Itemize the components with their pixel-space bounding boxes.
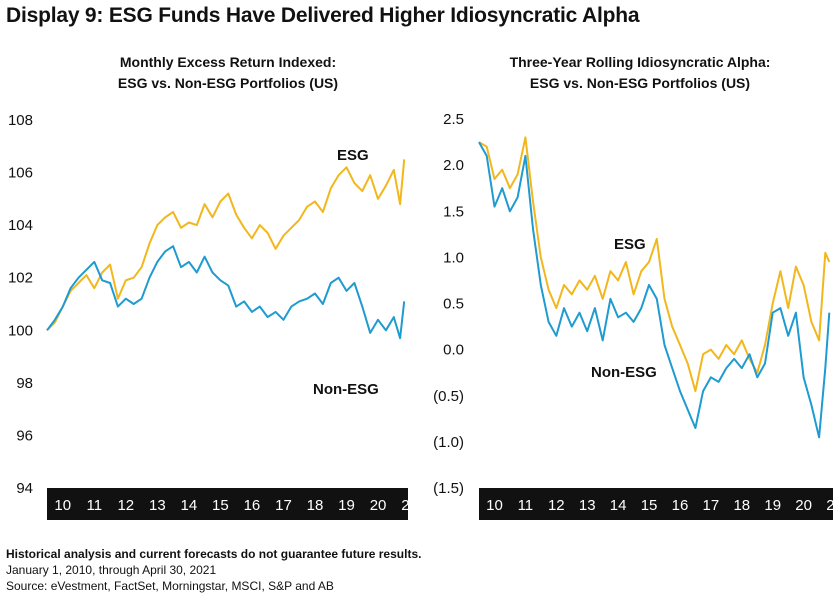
right-x-tick-label: 11 (518, 497, 534, 514)
left-x-tick-label: 16 (244, 497, 261, 514)
right-x-tick-label: 17 (703, 497, 720, 514)
right-x-tick-label: 12 (548, 497, 565, 514)
left-y-tick-label: 104 (8, 217, 33, 234)
left-chart-title-line2: ESG vs. Non-ESG Portfolios (US) (117, 75, 339, 91)
left-x-tick-label: 11 (87, 497, 103, 514)
left-x-tick-label: 14 (181, 497, 198, 514)
left-y-tick-label: 102 (8, 270, 33, 287)
right-x-tick-label: 10 (486, 497, 503, 514)
right-y-tick-label: 2.0 (443, 157, 464, 174)
left-x-tick-label: 21 (401, 497, 418, 514)
left-y-tick-label: 108 (8, 112, 33, 129)
right-y-tick-label: 1.0 (443, 249, 464, 266)
left-y-tick-label: 100 (8, 322, 33, 339)
right-chart-title-line1: Three-Year Rolling Idiosyncratic Alpha: (509, 54, 771, 70)
right-chart-title: Three-Year Rolling Idiosyncratic Alpha: … (452, 52, 828, 94)
left-chart-title: Monthly Excess Return Indexed: ESG vs. N… (40, 52, 416, 94)
right-x-tick-label: 21 (826, 497, 840, 514)
left-x-tick-label: 19 (338, 497, 355, 514)
left-x-tick-label: 17 (275, 497, 292, 514)
right-y-tick-label: (1.5) (433, 480, 464, 497)
right-x-tick-label: 19 (764, 497, 781, 514)
right-x-tick-label: 15 (641, 497, 658, 514)
left-series-line-esg (46, 159, 406, 332)
right-x-tick-label: 16 (672, 497, 689, 514)
left-series-label: ESG (337, 147, 369, 164)
right-y-tick-label: (0.5) (433, 388, 464, 405)
left-y-tick-label: 98 (16, 375, 33, 392)
left-x-tick-label: 10 (54, 497, 71, 514)
left-x-tick-label: 13 (149, 497, 166, 514)
left-y-tick-label: 94 (16, 480, 33, 497)
left-series-label: Non-ESG (313, 381, 379, 398)
left-x-tick-label: 20 (370, 497, 387, 514)
right-series-line-esg (478, 136, 831, 393)
left-x-axis-band (47, 488, 408, 520)
left-chart-title-line1: Monthly Excess Return Indexed: (119, 54, 337, 70)
right-y-tick-label: (1.0) (433, 434, 464, 451)
left-x-tick-label: 15 (212, 497, 229, 514)
left-x-tick-label: 12 (117, 497, 134, 514)
right-x-tick-label: 13 (579, 497, 596, 514)
footer-source: Source: eVestment, FactSet, Morningstar,… (6, 579, 334, 593)
right-y-tick-label: 2.5 (443, 111, 464, 128)
right-x-tick-label: 20 (795, 497, 812, 514)
left-y-tick-label: 106 (8, 165, 33, 182)
footer-period: January 1, 2010, through April 30, 2021 (6, 563, 217, 577)
right-x-axis-band (479, 488, 833, 520)
right-y-tick-label: 0.0 (443, 342, 464, 359)
right-series-label: Non-ESG (591, 364, 657, 381)
page-title: Display 9: ESG Funds Have Delivered High… (6, 4, 640, 27)
left-series-line-non-esg (46, 245, 406, 340)
right-series-line-non-esg (478, 141, 831, 439)
footer-disclaimer: Historical analysis and current forecast… (6, 547, 422, 561)
left-y-tick-label: 96 (16, 427, 33, 444)
right-x-tick-label: 14 (610, 497, 627, 514)
right-y-tick-label: 1.5 (443, 203, 464, 220)
left-x-tick-label: 18 (307, 497, 324, 514)
right-y-tick-label: 0.5 (443, 296, 464, 313)
right-chart-title-line2: ESG vs. Non-ESG Portfolios (US) (529, 75, 751, 91)
right-series-label: ESG (614, 236, 646, 253)
right-x-tick-label: 18 (733, 497, 750, 514)
